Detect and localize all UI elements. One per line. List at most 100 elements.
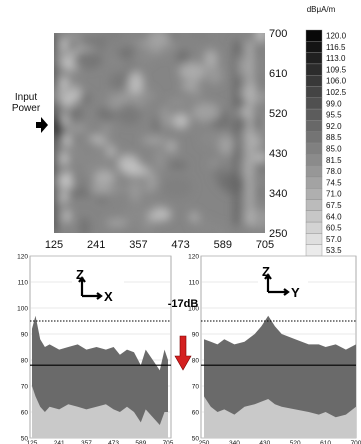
reduction-annotation: -17dB xyxy=(168,298,199,371)
colorbar-label: 99.0 xyxy=(326,99,342,108)
y-tick: 110 xyxy=(189,280,200,287)
colorbar-label: 113.0 xyxy=(326,54,346,63)
x-tick: 589 xyxy=(135,440,146,444)
x-tick: 705 xyxy=(163,440,174,444)
plot-y-lower-band xyxy=(204,396,356,438)
y-tick: 120 xyxy=(188,254,199,261)
colorbar-cell xyxy=(305,108,323,121)
colorbar-label: 60.5 xyxy=(326,224,342,233)
colorbar-cell xyxy=(305,199,323,212)
colorbar-label: 106.0 xyxy=(326,77,347,86)
colorbar-cell xyxy=(305,52,323,65)
colorbar-label: 67.5 xyxy=(326,201,342,210)
y-tick: 50 xyxy=(21,436,29,443)
heatmap-x-tick: 473 xyxy=(171,239,189,251)
colorbar-cell xyxy=(305,154,323,166)
heatmap-y-tick: 610 xyxy=(269,68,287,80)
plot-x-lower-band xyxy=(32,386,168,438)
heatmap-x-tick: 241 xyxy=(87,239,105,251)
heatmap-y-tick: 340 xyxy=(269,188,287,200)
y-tick: 80 xyxy=(192,358,200,365)
colorbar-label: 102.5 xyxy=(326,88,347,97)
colorbar-label: 116.5 xyxy=(326,43,346,52)
x-tick: 610 xyxy=(320,440,331,444)
y-tick: 70 xyxy=(21,384,29,391)
axis-x-letter: X xyxy=(104,289,113,304)
x-tick: 250 xyxy=(199,440,210,444)
colorbar-label: 85.0 xyxy=(326,145,342,154)
plot-y-upper-band xyxy=(204,315,356,438)
colorbar-cell xyxy=(305,142,323,155)
colorbar-cell xyxy=(305,221,323,234)
colorbar-cell xyxy=(305,176,323,189)
plot-x-y-ticks: 120 110 100 90 80 70 60 50 xyxy=(17,254,28,443)
y-tick: 120 xyxy=(17,254,28,261)
x-tick: 430 xyxy=(259,440,270,444)
heatmap-texture xyxy=(54,33,265,233)
heatmap-y-tick: 430 xyxy=(269,148,287,160)
axis-z-x-icon: Z X xyxy=(72,262,124,304)
colorbar-label: 92.0 xyxy=(326,122,342,131)
heatmap-x-tick: 589 xyxy=(214,239,232,251)
colorbar-label: 88.5 xyxy=(326,133,342,142)
y-tick: 80 xyxy=(21,358,29,365)
colorbar-label: 78.0 xyxy=(326,167,342,176)
colorbar-cell xyxy=(305,187,323,200)
colorbar-label: 57.0 xyxy=(326,235,342,244)
profile-plot-x: 120 110 100 90 80 70 60 50 125 241 357 473 589 705 Z… xyxy=(17,254,174,444)
heatmap-x-tick: 125 xyxy=(45,239,63,251)
colorbar-cell xyxy=(305,97,323,110)
heatmap-y-tick: 700 xyxy=(269,28,287,40)
red-down-arrow-icon xyxy=(174,335,192,371)
heatmap-y-tick: 250 xyxy=(269,228,287,240)
colorbar-cell xyxy=(305,210,323,223)
input-arrow-icon xyxy=(36,117,48,133)
colorbar-label: 120.0 xyxy=(326,32,347,41)
y-tick: 100 xyxy=(17,306,28,313)
colorbar-cell xyxy=(305,165,323,178)
colorbar-cell xyxy=(305,131,323,144)
colorbar-labels: 120.0 116.5 113.0 109.5 106.0 102.5 99.0 95.5 92… xyxy=(326,32,347,267)
axis-z-letter: Z xyxy=(76,267,84,282)
plot-y-y-ticks: 120 110 100 90 80 70 60 50 xyxy=(188,254,199,443)
colorbar-cell xyxy=(305,86,323,99)
input-power-annotation: Input Power xyxy=(12,92,48,133)
y-tick: 110 xyxy=(18,280,29,287)
colorbar-cell xyxy=(305,120,323,132)
colorbar-cell xyxy=(305,233,323,245)
heatmap-panel: 700 610 520 430 340 250 125 241 357 473 589 705 xyxy=(45,28,288,251)
colorbar-units: dBμA/m xyxy=(307,5,336,14)
y-tick: 90 xyxy=(192,332,200,339)
x-tick: 700 xyxy=(351,440,361,444)
colorbar-cell xyxy=(305,74,323,87)
y-tick: 60 xyxy=(192,410,200,417)
plot-y-x-ticks: 250 340 430 520 610 700 xyxy=(199,440,361,444)
colorbar-label: 74.5 xyxy=(326,178,342,187)
y-tick: 50 xyxy=(192,436,200,443)
x-tick: 520 xyxy=(290,440,301,444)
reduction-label: -17dB xyxy=(168,298,199,310)
heatmap-x-tick: 357 xyxy=(129,239,147,251)
profile-plot-y: 120 110 100 90 80 70 60 50 250 340 430 520 610 700 Z… xyxy=(188,254,361,444)
heatmap-y-ticks: 700 610 520 430 340 250 xyxy=(269,28,287,240)
colorbar-label: 71.0 xyxy=(326,190,342,199)
heatmap-x-ticks: 125 241 357 473 589 705 xyxy=(45,239,274,251)
y-tick: 60 xyxy=(21,410,29,417)
colorbar-cell xyxy=(305,29,323,42)
colorbar-label: 95.5 xyxy=(326,111,342,120)
y-tick: 90 xyxy=(21,332,29,339)
input-power-label-line2: Power xyxy=(12,103,41,114)
heatmap-y-tick: 520 xyxy=(269,108,287,120)
x-tick: 357 xyxy=(81,440,92,444)
colorbar-label: 81.5 xyxy=(326,156,342,165)
axis-z-y-icon: Z Y xyxy=(258,260,308,300)
colorbar-label: 53.5 xyxy=(326,246,342,255)
x-tick: 473 xyxy=(108,440,119,444)
y-tick: 100 xyxy=(188,306,199,313)
colorbar-label: 109.5 xyxy=(326,65,347,74)
axis-z-letter-2: Z xyxy=(262,264,270,279)
colorbar-cells xyxy=(305,29,323,268)
x-tick: 340 xyxy=(229,440,240,444)
x-tick: 125 xyxy=(27,440,38,444)
